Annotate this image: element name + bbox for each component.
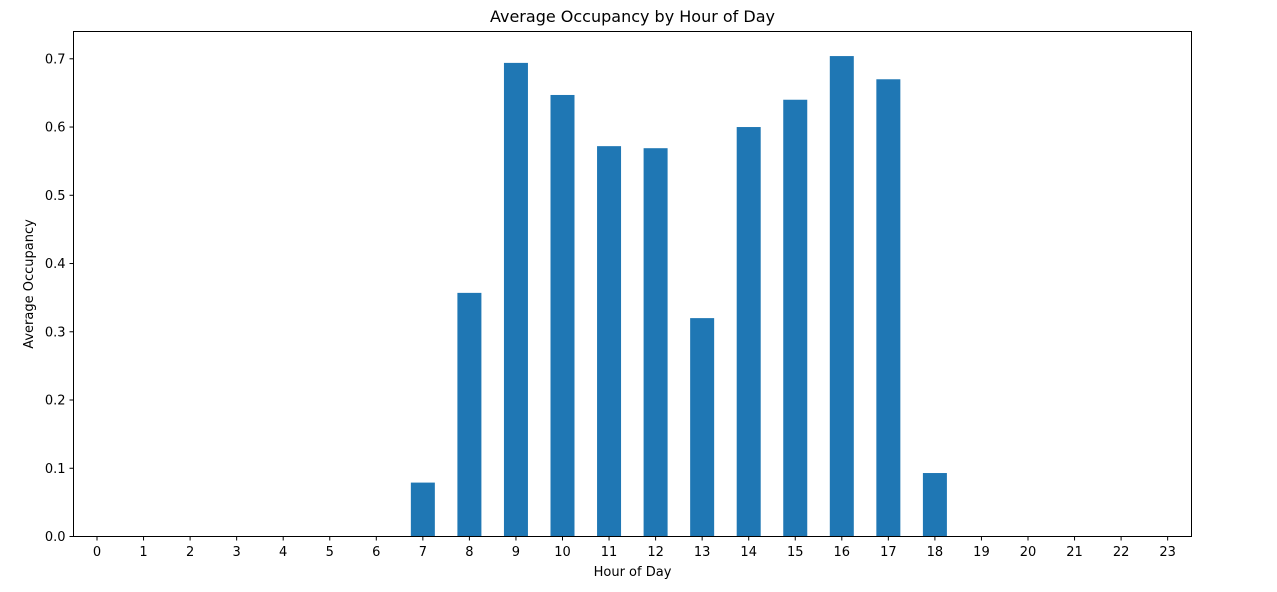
bar-18 xyxy=(922,473,947,537)
y-tick-label: 0.7 xyxy=(45,52,66,67)
x-tick-label: 13 xyxy=(694,545,711,560)
x-tick-label: 17 xyxy=(880,545,897,560)
x-tick-label: 3 xyxy=(233,545,241,560)
bar-7 xyxy=(410,482,435,537)
y-tick-label: 0.6 xyxy=(45,121,66,136)
y-axis-label: Average Occupancy xyxy=(22,219,37,349)
x-tick-label: 16 xyxy=(834,545,851,560)
x-tick-label: 11 xyxy=(601,545,618,560)
x-tick-label: 12 xyxy=(647,545,664,560)
x-tick-label: 0 xyxy=(93,545,101,560)
bar-14 xyxy=(736,127,761,537)
bar-17 xyxy=(876,79,901,537)
x-tick-label: 2 xyxy=(186,545,194,560)
x-tick-label: 4 xyxy=(279,545,287,560)
y-tick-label: 0.1 xyxy=(45,462,66,477)
x-tick-label: 22 xyxy=(1113,545,1130,560)
bar-13 xyxy=(690,318,715,537)
plot-frame xyxy=(73,31,1192,537)
x-tick-label: 20 xyxy=(1020,545,1037,560)
x-tick-label: 18 xyxy=(927,545,944,560)
x-tick-label: 10 xyxy=(554,545,571,560)
bar-12 xyxy=(643,148,668,537)
x-tick-label: 6 xyxy=(372,545,380,560)
x-tick-label: 14 xyxy=(740,545,757,560)
y-axis-ticks: 0.0 0.1 0.2 0.3 0.4 0.5 0.6 0.7 xyxy=(45,52,74,545)
y-tick-label: 0.3 xyxy=(45,325,66,340)
x-tick-label: 23 xyxy=(1159,545,1176,560)
bar-8 xyxy=(457,292,482,537)
bar-11 xyxy=(597,146,622,537)
bar-15 xyxy=(783,99,808,537)
y-tick-label: 0.4 xyxy=(45,257,66,272)
y-tick-label: 0.5 xyxy=(45,189,66,204)
x-axis-ticks: 0 1 2 3 4 5 6 7 8 9 10 11 12 13 14 15 16 17 18 19 20 21 22 23 xyxy=(93,536,1176,560)
y-tick-label: 0.0 xyxy=(45,530,66,545)
x-tick-label: 19 xyxy=(973,545,990,560)
bar-10 xyxy=(550,94,575,537)
chart-title: Average Occupancy by Hour of Day xyxy=(490,7,775,26)
x-axis-label: Hour of Day xyxy=(594,565,672,580)
x-tick-label: 5 xyxy=(326,545,334,560)
x-tick-label: 1 xyxy=(139,545,147,560)
x-tick-label: 15 xyxy=(787,545,804,560)
bar-9 xyxy=(503,62,528,537)
bars-group xyxy=(410,56,947,537)
x-tick-label: 9 xyxy=(512,545,520,560)
x-tick-label: 8 xyxy=(465,545,473,560)
x-tick-label: 7 xyxy=(419,545,427,560)
y-tick-label: 0.2 xyxy=(45,394,66,409)
x-tick-label: 21 xyxy=(1066,545,1083,560)
bar-16 xyxy=(829,56,854,537)
